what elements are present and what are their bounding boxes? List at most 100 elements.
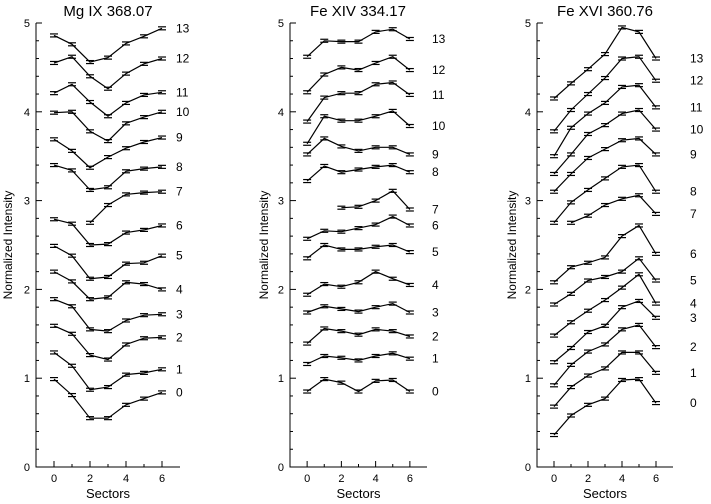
x-tick-label: 4 — [123, 473, 129, 485]
series-4: 4 — [303, 269, 439, 297]
series-1: 1 — [303, 351, 439, 367]
x-tick-label: 6 — [159, 473, 165, 485]
x-axis-label: Sectors — [86, 486, 131, 501]
series-8: 8 — [303, 162, 439, 184]
series-2: 2 — [550, 322, 697, 388]
series-0: 0 — [303, 376, 439, 399]
series-0: 0 — [50, 376, 183, 421]
y-tick-label: 4 — [278, 107, 284, 119]
series-line — [306, 28, 411, 58]
series-line — [553, 56, 657, 132]
series-label: 13 — [432, 32, 446, 46]
y-tick-label: 0 — [525, 462, 531, 474]
series-label: 0 — [690, 396, 697, 410]
series-label: 7 — [432, 202, 439, 216]
series-10: 10 — [550, 107, 704, 177]
series-line — [306, 270, 411, 296]
series-label: 0 — [432, 385, 439, 399]
axis-frame — [289, 23, 427, 468]
series-line — [553, 84, 657, 157]
x-tick-label: 6 — [653, 473, 659, 485]
chart-title: Fe XIV 334.17 — [310, 3, 406, 20]
series-label: 5 — [432, 245, 439, 259]
series-11: 11 — [550, 83, 703, 159]
series-line — [553, 351, 657, 407]
series-13: 13 — [303, 27, 446, 59]
series-line — [53, 378, 163, 419]
series-line — [53, 83, 163, 117]
series-9: 9 — [50, 131, 183, 170]
series-label: 4 — [176, 282, 183, 296]
series-line — [306, 56, 411, 93]
x-tick-label: 0 — [551, 473, 557, 485]
y-tick-label: 2 — [525, 284, 531, 296]
series-9: 9 — [303, 136, 439, 161]
series-line — [553, 378, 657, 436]
series-label: 1 — [690, 366, 697, 380]
series-label: 11 — [690, 100, 703, 114]
series-line — [53, 164, 163, 191]
y-tick-label: 1 — [24, 373, 30, 385]
series-label: 7 — [176, 185, 183, 199]
series-line — [341, 190, 411, 210]
x-tick-label: 4 — [373, 473, 379, 485]
series-7: 7 — [567, 193, 697, 225]
series-line — [53, 137, 163, 169]
series-line — [306, 110, 411, 145]
series-line — [306, 215, 411, 240]
series-1: 1 — [50, 350, 183, 392]
y-tick-label: 3 — [525, 196, 531, 208]
series-0: 0 — [550, 376, 697, 438]
series-line — [553, 273, 657, 337]
series-label: 9 — [432, 147, 439, 161]
series-line — [306, 137, 411, 155]
y-tick-label: 2 — [278, 284, 284, 296]
series-line — [306, 164, 411, 182]
series-label: 10 — [690, 123, 704, 137]
axis-frame — [35, 23, 180, 468]
series-6: 6 — [50, 217, 183, 248]
y-axis-label: Normalized Intensity — [505, 191, 519, 300]
series-line — [89, 191, 163, 224]
series-label: 4 — [432, 278, 439, 292]
series-label: 11 — [432, 88, 445, 102]
series-label: 9 — [176, 131, 183, 145]
series-line — [306, 302, 411, 314]
y-tick-label: 4 — [24, 107, 30, 119]
series-line — [53, 245, 163, 280]
y-tick-label: 5 — [24, 18, 30, 30]
series-line — [570, 194, 657, 224]
series-11: 11 — [303, 80, 445, 124]
series-label: 6 — [432, 218, 439, 232]
x-axis-label: Sectors — [583, 486, 628, 501]
series-label: 10 — [176, 105, 190, 119]
x-tick-label: 2 — [338, 473, 344, 485]
series-8: 8 — [550, 162, 697, 225]
series-13: 13 — [550, 25, 704, 101]
y-axis-label: Normalized Intensity — [1, 191, 15, 300]
y-tick-label: 0 — [278, 462, 284, 474]
series-label: 5 — [176, 249, 183, 263]
series-label: 0 — [176, 385, 183, 399]
y-tick-label: 5 — [525, 18, 531, 30]
series-line — [53, 325, 163, 361]
series-line — [306, 244, 411, 259]
chart-title: Mg IX 368.07 — [63, 3, 152, 20]
series-2: 2 — [50, 323, 183, 362]
series-10: 10 — [303, 108, 446, 146]
series-line — [53, 27, 163, 63]
series-9: 9 — [550, 136, 697, 194]
series-label: 8 — [432, 165, 439, 179]
x-tick-label: 0 — [51, 473, 57, 485]
series-label: 1 — [176, 362, 183, 376]
series-6: 6 — [303, 214, 439, 241]
series-line — [53, 351, 163, 391]
series-5: 5 — [50, 243, 183, 281]
series-label: 8 — [176, 160, 183, 174]
series-label: 9 — [690, 147, 697, 161]
series-label: 1 — [432, 352, 439, 366]
